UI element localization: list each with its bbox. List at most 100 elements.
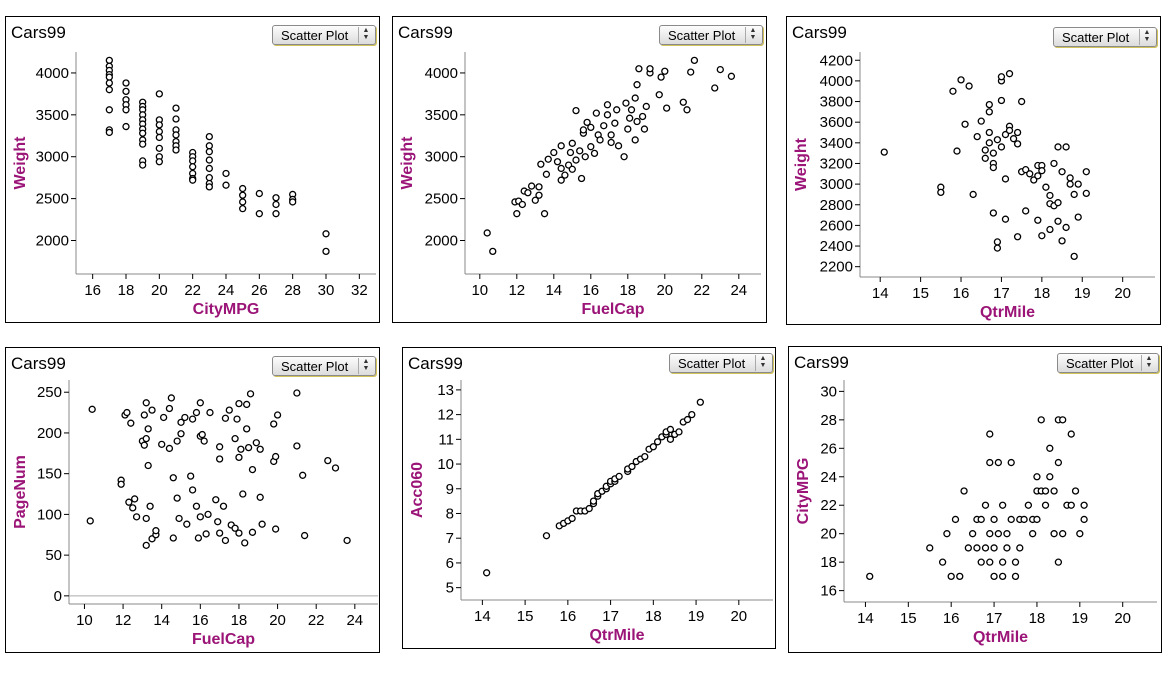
data-point[interactable] xyxy=(272,210,280,218)
data-point[interactable] xyxy=(625,114,634,122)
data-point[interactable] xyxy=(947,572,955,581)
data-point[interactable] xyxy=(977,558,985,566)
plot-type-dropdown[interactable]: Scatter Plot ▲ ▼ xyxy=(272,25,376,45)
data-point[interactable] xyxy=(215,443,224,451)
data-point[interactable] xyxy=(241,539,249,547)
data-point[interactable] xyxy=(252,439,260,447)
data-point[interactable] xyxy=(880,148,888,156)
data-point[interactable] xyxy=(1007,458,1015,467)
data-point[interactable] xyxy=(1009,135,1018,143)
data-point[interactable] xyxy=(589,497,598,505)
data-point[interactable] xyxy=(235,529,243,537)
data-point[interactable] xyxy=(243,425,251,433)
data-point[interactable] xyxy=(169,534,177,542)
data-point[interactable] xyxy=(1022,207,1030,215)
data-point[interactable] xyxy=(139,161,147,169)
data-point[interactable] xyxy=(568,514,576,523)
data-point[interactable] xyxy=(127,419,135,427)
data-point[interactable] xyxy=(1042,183,1050,191)
data-point[interactable] xyxy=(158,440,166,448)
data-point[interactable] xyxy=(1001,130,1010,139)
data-point[interactable] xyxy=(981,544,990,552)
data-point[interactable] xyxy=(289,198,297,206)
data-point[interactable] xyxy=(633,117,641,126)
data-point[interactable] xyxy=(540,210,549,218)
data-point[interactable] xyxy=(620,153,628,161)
data-point[interactable] xyxy=(1017,97,1026,106)
data-point[interactable] xyxy=(243,400,251,409)
data-point[interactable] xyxy=(123,408,131,417)
data-point[interactable] xyxy=(568,165,576,173)
data-point[interactable] xyxy=(1020,515,1028,524)
data-point[interactable] xyxy=(611,119,619,127)
data-point[interactable] xyxy=(1024,501,1033,509)
data-point[interactable] xyxy=(622,99,630,107)
data-point[interactable] xyxy=(324,456,332,465)
data-point[interactable] xyxy=(105,56,113,65)
data-point[interactable] xyxy=(1070,252,1078,261)
data-point[interactable] xyxy=(1082,168,1090,176)
data-point[interactable] xyxy=(246,390,255,398)
data-point[interactable] xyxy=(1054,143,1062,151)
data-point[interactable] xyxy=(557,164,565,173)
data-point[interactable] xyxy=(1046,191,1054,200)
data-point[interactable] xyxy=(214,518,222,526)
data-point[interactable] xyxy=(189,176,197,184)
data-point[interactable] xyxy=(212,496,220,504)
data-point[interactable] xyxy=(155,144,163,152)
data-point[interactable] xyxy=(986,530,994,538)
data-point[interactable] xyxy=(646,65,654,73)
data-point[interactable] xyxy=(635,65,643,73)
data-point[interactable] xyxy=(200,437,208,445)
data-point[interactable] xyxy=(148,406,156,414)
data-point[interactable] xyxy=(189,163,197,171)
data-point[interactable] xyxy=(985,100,993,109)
data-point[interactable] xyxy=(990,572,998,581)
data-point[interactable] xyxy=(960,487,968,495)
data-point[interactable] xyxy=(188,415,197,423)
data-point[interactable] xyxy=(1071,487,1080,495)
data-point[interactable] xyxy=(943,530,951,538)
data-point[interactable] xyxy=(1013,233,1022,241)
data-point[interactable] xyxy=(1076,530,1084,538)
data-point[interactable] xyxy=(1059,530,1067,538)
data-point[interactable] xyxy=(581,153,589,161)
data-point[interactable] xyxy=(993,238,1002,246)
data-point[interactable] xyxy=(206,408,214,417)
data-point[interactable] xyxy=(205,183,213,191)
data-point[interactable] xyxy=(198,430,206,439)
data-point[interactable] xyxy=(271,452,280,461)
data-point[interactable] xyxy=(231,434,239,443)
data-point[interactable] xyxy=(603,111,612,119)
data-point[interactable] xyxy=(219,502,228,510)
data-point[interactable] xyxy=(122,79,130,87)
data-point[interactable] xyxy=(1054,558,1063,566)
data-point[interactable] xyxy=(173,494,181,502)
data-point[interactable] xyxy=(239,184,247,193)
data-point[interactable] xyxy=(926,544,934,552)
data-point[interactable] xyxy=(105,86,113,94)
data-point[interactable] xyxy=(293,442,301,450)
data-point[interactable] xyxy=(194,534,203,542)
data-point[interactable] xyxy=(117,480,125,488)
data-point[interactable] xyxy=(624,125,632,133)
data-point[interactable] xyxy=(964,544,972,552)
data-point[interactable] xyxy=(1058,237,1066,245)
data-point[interactable] xyxy=(272,200,280,209)
data-point[interactable] xyxy=(642,102,650,111)
data-point[interactable] xyxy=(235,453,243,462)
data-point[interactable] xyxy=(1080,501,1088,509)
data-point[interactable] xyxy=(300,531,309,540)
data-point[interactable] xyxy=(998,572,1007,581)
data-point[interactable] xyxy=(572,106,580,115)
data-point[interactable] xyxy=(1038,232,1046,240)
data-point[interactable] xyxy=(1037,416,1045,424)
data-point[interactable] xyxy=(1054,199,1062,207)
data-point[interactable] xyxy=(1067,430,1075,438)
data-point[interactable] xyxy=(169,474,177,482)
data-point[interactable] xyxy=(542,532,551,540)
data-point[interactable] xyxy=(600,122,608,130)
data-point[interactable] xyxy=(1034,216,1042,224)
data-point[interactable] xyxy=(132,513,141,521)
data-point[interactable] xyxy=(990,544,998,552)
